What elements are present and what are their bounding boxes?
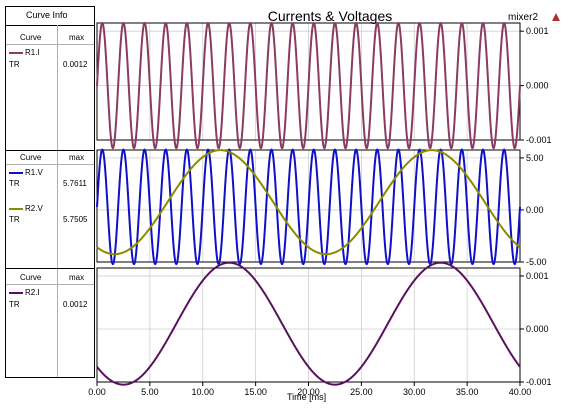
curve-info-title: Curve Info bbox=[26, 10, 68, 20]
x-tick-label: 5.00 bbox=[141, 387, 159, 397]
legend-divider bbox=[6, 268, 94, 269]
y-tick-label: 0.000 bbox=[526, 81, 549, 91]
curve-column-header: Curve bbox=[20, 33, 42, 42]
y-tick-label: 0.00 bbox=[526, 205, 544, 215]
legend-entry-r1-v[interactable]: R1.V TR 5.7611 bbox=[6, 166, 94, 188]
y-tick-label: -5.00 bbox=[526, 257, 547, 267]
y-tick-label: 0.000 bbox=[526, 324, 549, 334]
y-tick-label: 5.00 bbox=[526, 153, 544, 163]
legend-entry-r2-i[interactable]: R2.I TR 0.0012 bbox=[6, 286, 94, 310]
series-analysis: TR bbox=[9, 179, 20, 188]
series-name: R1.V bbox=[25, 168, 43, 177]
chart-pane-3: 0.001 0.000 -0.001 bbox=[96, 261, 552, 387]
legend-pane-3: Curve max R2.I TR 0.0012 bbox=[6, 272, 94, 372]
series-analysis: TR bbox=[9, 215, 20, 224]
x-axis-label: Time [ms] bbox=[287, 392, 327, 402]
max-column-header: max bbox=[69, 33, 85, 42]
series-analysis: TR bbox=[9, 60, 20, 69]
series-max-value: 0.0012 bbox=[63, 300, 88, 309]
series-swatch bbox=[9, 52, 23, 54]
legend-header-row: Curve max bbox=[6, 272, 94, 285]
chart-pane-2: 5.00 0.00 -5.00 bbox=[96, 148, 547, 267]
series-swatch bbox=[9, 172, 23, 174]
project-name: mixer2 bbox=[508, 12, 539, 23]
x-tick-label: 15.00 bbox=[244, 387, 267, 397]
series-max-value: 5.7505 bbox=[63, 215, 88, 224]
x-tick-label: 30.00 bbox=[403, 387, 426, 397]
series-name: R1.I bbox=[25, 48, 40, 57]
legend-entry-r1-i[interactable]: R1.I TR 0.0012 bbox=[6, 46, 94, 70]
y-tick-label: -0.001 bbox=[526, 135, 552, 145]
x-tick-label: 35.00 bbox=[456, 387, 479, 397]
max-column-header: max bbox=[69, 153, 85, 162]
y-tick-label: 0.001 bbox=[526, 271, 549, 281]
series-max-value: 5.7611 bbox=[63, 179, 87, 188]
legend-header-row: Curve max bbox=[6, 32, 94, 45]
curve-column-header: Curve bbox=[20, 273, 42, 282]
series-name: R2.V bbox=[25, 204, 43, 213]
series-name: R2.I bbox=[25, 288, 40, 297]
max-column-header: max bbox=[69, 273, 85, 282]
y-tick-label: -0.001 bbox=[526, 377, 552, 387]
x-tick-label: 0.00 bbox=[88, 387, 106, 397]
x-tick-label: 10.00 bbox=[191, 387, 214, 397]
curve-info-header: Curve Info bbox=[6, 7, 94, 26]
series-max-value: 0.0012 bbox=[63, 60, 88, 69]
curve-info-panel: Curve Info Curve max R1.I TR 0.0012 Curv… bbox=[5, 6, 95, 378]
x-tick-label: 40.00 bbox=[509, 387, 532, 397]
y-tick-label: 0.001 bbox=[526, 26, 549, 36]
chart-pane-1: 0.001 0.000 -0.001 bbox=[96, 21, 552, 150]
series-swatch bbox=[9, 292, 23, 294]
series-line-r1-i bbox=[96, 21, 521, 150]
legend-header-row: Curve max bbox=[6, 152, 94, 165]
chart-title: Currents & Voltages bbox=[267, 8, 393, 24]
x-tick-label: 20.00 bbox=[297, 387, 320, 397]
warning-icon[interactable] bbox=[551, 12, 561, 22]
curve-column-header: Curve bbox=[20, 153, 42, 162]
series-line-r1-v bbox=[96, 148, 521, 266]
series-analysis: TR bbox=[9, 300, 20, 309]
series-swatch bbox=[9, 208, 23, 210]
legend-pane-1: Curve max R1.I TR 0.0012 bbox=[6, 32, 94, 150]
legend-pane-2: Curve max R1.V TR 5.7611 R2.V TR 5.7505 bbox=[6, 152, 94, 267]
curve-info-column-divider bbox=[57, 25, 58, 377]
legend-divider bbox=[6, 150, 94, 151]
legend-entry-r2-v[interactable]: R2.V TR 5.7505 bbox=[6, 202, 94, 226]
series-line-r2-v bbox=[96, 149, 521, 256]
x-tick-label: 25.00 bbox=[350, 387, 373, 397]
series-line-r2-i bbox=[96, 261, 521, 386]
